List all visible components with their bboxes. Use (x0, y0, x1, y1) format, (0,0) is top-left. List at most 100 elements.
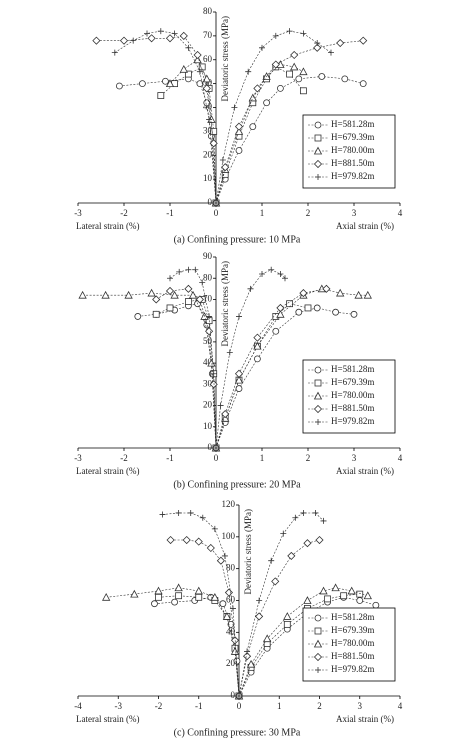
marker (299, 67, 308, 76)
marker (276, 309, 285, 318)
marker (224, 588, 234, 597)
marker (111, 49, 118, 56)
marker (304, 304, 312, 312)
series-line (169, 269, 286, 449)
marker (231, 104, 238, 111)
marker (78, 290, 87, 299)
marker (199, 279, 206, 286)
marker (350, 310, 358, 318)
marker (206, 543, 215, 553)
marker (184, 298, 192, 305)
marker (340, 592, 348, 600)
caption: (a) Confining pressure: 10 MPa (174, 234, 301, 245)
marker (199, 514, 206, 521)
x-tick-label: -4 (74, 701, 82, 711)
marker (144, 30, 150, 37)
marker (202, 84, 211, 93)
marker (280, 530, 287, 537)
y-tick-label: 30 (203, 378, 213, 388)
marker (179, 31, 188, 40)
x-tick-label: 2 (306, 453, 311, 463)
legend-label: H=581.28m (331, 119, 374, 129)
marker (165, 79, 175, 88)
marker (328, 49, 334, 56)
marker (187, 509, 194, 516)
marker (185, 44, 192, 51)
marker (196, 80, 204, 88)
marker (300, 30, 307, 37)
y-tick-label: 80 (226, 563, 236, 573)
marker (170, 290, 179, 299)
y-tick-label: 20 (226, 658, 236, 668)
y-axis-label: Deviatoric stress (MPa) (243, 509, 253, 594)
marker (234, 122, 244, 131)
marker (219, 157, 226, 164)
marker (155, 593, 162, 601)
marker (312, 509, 319, 516)
legend-label: H=979.82m (331, 171, 374, 181)
marker (222, 612, 232, 620)
x-tick-label: -1 (166, 208, 174, 218)
marker (166, 304, 174, 312)
marker (283, 620, 291, 628)
caption: (b) Confining pressure: 20 MPa (173, 479, 301, 490)
marker (286, 28, 293, 35)
marker (221, 163, 230, 172)
y-tick-label: 50 (203, 336, 213, 346)
y-tick-label: 100 (222, 531, 236, 541)
marker (255, 612, 264, 621)
marker (235, 147, 243, 154)
marker (102, 592, 111, 601)
marker (259, 44, 265, 51)
x-tick-label: 3 (358, 701, 363, 711)
marker (372, 601, 380, 609)
y-tick-label: 50 (203, 78, 213, 88)
marker (246, 659, 256, 668)
marker (248, 93, 257, 102)
marker (165, 34, 175, 43)
marker (295, 75, 303, 83)
marker (253, 355, 261, 363)
legend-label: H=979.82m (331, 664, 374, 674)
marker (196, 68, 203, 75)
x-tick-label: 1 (260, 208, 265, 218)
marker (299, 87, 307, 95)
x-axis-label: Axial strain (%) (336, 221, 394, 231)
marker (166, 535, 175, 545)
marker (234, 369, 244, 378)
marker (347, 586, 356, 595)
marker (192, 266, 199, 273)
marker (161, 77, 169, 85)
x-axis-label: Lateral strain (%) (76, 221, 139, 231)
legend-marker (314, 379, 322, 387)
marker (253, 341, 262, 350)
caption: (c) Confining pressure: 30 MPa (174, 727, 301, 738)
legend-marker (314, 121, 322, 129)
marker (283, 612, 292, 620)
x-tick-label: 1 (260, 453, 265, 463)
marker (194, 537, 203, 546)
marker (259, 270, 265, 277)
x-tick-label: -3 (74, 453, 82, 463)
x-axis-label: Lateral strain (%) (76, 466, 139, 476)
marker (194, 586, 203, 595)
legend-label: H=679.39m (331, 132, 374, 142)
marker (295, 308, 303, 316)
marker (171, 30, 178, 37)
marker (272, 32, 279, 39)
y-tick-label: 70 (203, 294, 213, 304)
y-tick-label: 80 (203, 6, 213, 16)
legend-marker (313, 652, 323, 662)
marker (92, 36, 101, 45)
legend-marker (314, 134, 322, 142)
legend-label: H=780.00m (331, 638, 374, 648)
x-tick-label: -2 (120, 453, 128, 463)
legend-label: H=679.39m (331, 625, 374, 635)
legend-label: H=581.28m (331, 612, 374, 622)
marker (185, 266, 192, 273)
marker (209, 380, 218, 389)
marker (152, 310, 160, 318)
marker (209, 139, 218, 148)
x-tick-label: -1 (195, 701, 203, 711)
